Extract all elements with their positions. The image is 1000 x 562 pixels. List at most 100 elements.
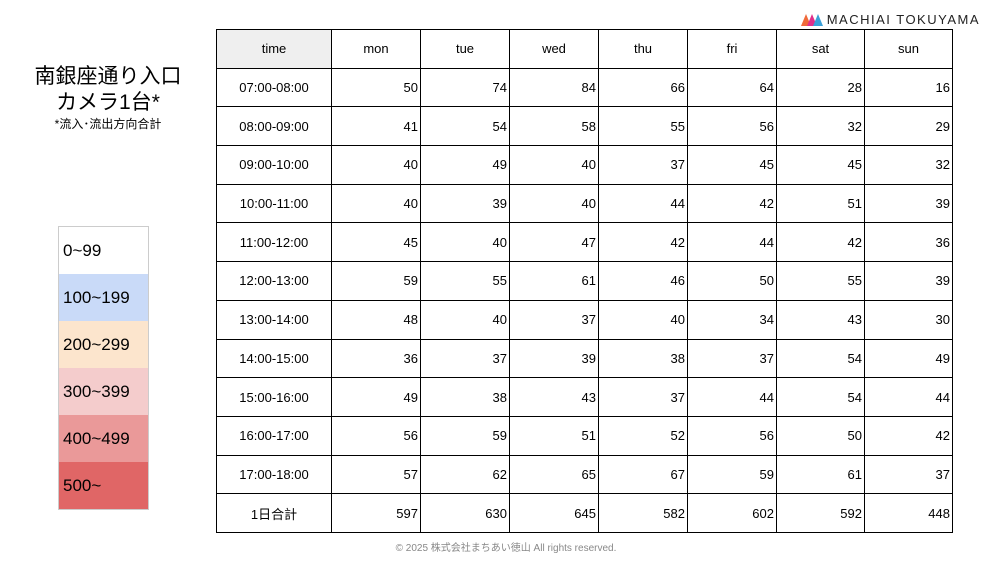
count-cell: 448: [864, 493, 953, 533]
count-cell: 61: [509, 261, 599, 301]
count-cell: 46: [598, 261, 688, 301]
count-cell: 36: [864, 222, 953, 263]
logo-text: MACHIAI TOKUYAMA: [826, 12, 980, 27]
count-cell: 62: [420, 454, 510, 495]
legend-item: 300~399: [59, 368, 148, 415]
count-cell: 51: [509, 415, 599, 456]
count-cell: 39: [509, 338, 599, 379]
count-cell: 61: [776, 454, 865, 495]
count-cell: 55: [776, 261, 865, 301]
count-cell: 49: [331, 377, 421, 417]
column-header: tue: [420, 29, 510, 69]
count-cell: 45: [331, 222, 421, 263]
count-cell: 592: [776, 493, 865, 533]
count-cell: 40: [420, 299, 510, 340]
count-cell: 50: [331, 67, 421, 108]
table-row: 15:00-16:00 49 38 43 37 44 54 44: [216, 377, 953, 417]
count-cell: 38: [420, 377, 510, 417]
count-cell: 37: [420, 338, 510, 379]
count-cell: 43: [776, 299, 865, 340]
count-cell: 44: [864, 377, 953, 417]
count-cell: 40: [509, 145, 599, 185]
count-cell: 38: [598, 338, 688, 379]
legend-item: 400~499: [59, 415, 148, 462]
count-cell: 29: [864, 106, 953, 147]
count-cell: 582: [598, 493, 688, 533]
time-cell: 1日合計: [216, 493, 332, 533]
count-cell: 40: [509, 183, 599, 224]
column-header: time: [216, 29, 332, 69]
copyright-footer: © 2025 株式会社まちあい徳山 All rights reserved.: [395, 543, 617, 554]
count-cell: 65: [509, 454, 599, 495]
count-cell: 42: [776, 222, 865, 263]
count-cell: 602: [687, 493, 777, 533]
color-legend: 0~99 100~199 200~299 300~399 400~499 500~: [58, 226, 149, 510]
column-header: wed: [509, 29, 599, 69]
logo: MACHIAI TOKUYAMA: [800, 12, 980, 27]
count-cell: 40: [420, 222, 510, 263]
count-cell: 40: [331, 145, 421, 185]
count-cell: 56: [687, 106, 777, 147]
count-cell: 39: [864, 183, 953, 224]
column-header: mon: [331, 29, 421, 69]
count-cell: 50: [776, 415, 865, 456]
column-header: fri: [687, 29, 777, 69]
count-cell: 37: [509, 299, 599, 340]
count-cell: 56: [331, 415, 421, 456]
time-cell: 07:00-08:00: [216, 67, 332, 108]
count-cell: 597: [331, 493, 421, 533]
count-cell: 84: [509, 67, 599, 108]
legend-item: 0~99: [59, 227, 148, 274]
count-cell: 47: [509, 222, 599, 263]
count-cell: 34: [687, 299, 777, 340]
count-cell: 41: [331, 106, 421, 147]
table-row: 12:00-13:00 59 55 61 46 50 55 39: [216, 261, 953, 301]
count-cell: 59: [687, 454, 777, 495]
count-cell: 28: [776, 67, 865, 108]
count-cell: 59: [420, 415, 510, 456]
table-row: 16:00-17:00 56 59 51 52 56 50 42: [216, 415, 953, 456]
column-header: sat: [776, 29, 865, 69]
count-cell: 67: [598, 454, 688, 495]
count-cell: 49: [864, 338, 953, 379]
count-cell: 49: [420, 145, 510, 185]
count-cell: 40: [598, 299, 688, 340]
time-cell: 17:00-18:00: [216, 454, 332, 495]
total-row: 1日合計 597 630 645 582 602 592 448: [216, 493, 953, 533]
count-cell: 16: [864, 67, 953, 108]
count-cell: 37: [864, 454, 953, 495]
count-cell: 39: [420, 183, 510, 224]
legend-item: 500~: [59, 462, 148, 509]
traffic-table: time mon tue wed thu fri sat sun 07:00-08:00 50 7…: [216, 29, 953, 533]
legend-item: 200~299: [59, 321, 148, 368]
count-cell: 44: [598, 183, 688, 224]
count-cell: 645: [509, 493, 599, 533]
column-header: sun: [864, 29, 953, 69]
legend-item: 100~199: [59, 274, 148, 321]
count-cell: 32: [864, 145, 953, 185]
count-cell: 56: [687, 415, 777, 456]
time-cell: 12:00-13:00: [216, 261, 332, 301]
count-cell: 74: [420, 67, 510, 108]
time-cell: 09:00-10:00: [216, 145, 332, 185]
table-row: 17:00-18:00 57 62 65 67 59 61 37: [216, 454, 953, 495]
count-cell: 55: [420, 261, 510, 301]
time-cell: 14:00-15:00: [216, 338, 332, 379]
count-cell: 50: [687, 261, 777, 301]
count-cell: 39: [864, 261, 953, 301]
table-row: 07:00-08:00 50 74 84 66 64 28 16: [216, 67, 953, 108]
count-cell: 54: [776, 377, 865, 417]
table-row: 13:00-14:00 48 40 37 40 34 43 30: [216, 299, 953, 340]
count-cell: 36: [331, 338, 421, 379]
count-cell: 37: [598, 145, 688, 185]
count-cell: 58: [509, 106, 599, 147]
table-row: 09:00-10:00 40 49 40 37 45 45 32: [216, 145, 953, 185]
count-cell: 40: [331, 183, 421, 224]
count-cell: 42: [864, 415, 953, 456]
time-cell: 08:00-09:00: [216, 106, 332, 147]
count-cell: 42: [598, 222, 688, 263]
logo-mark-icon: [800, 13, 823, 26]
table-row: 08:00-09:00 41 54 58 55 56 32 29: [216, 106, 953, 147]
count-cell: 630: [420, 493, 510, 533]
time-cell: 16:00-17:00: [216, 415, 332, 456]
